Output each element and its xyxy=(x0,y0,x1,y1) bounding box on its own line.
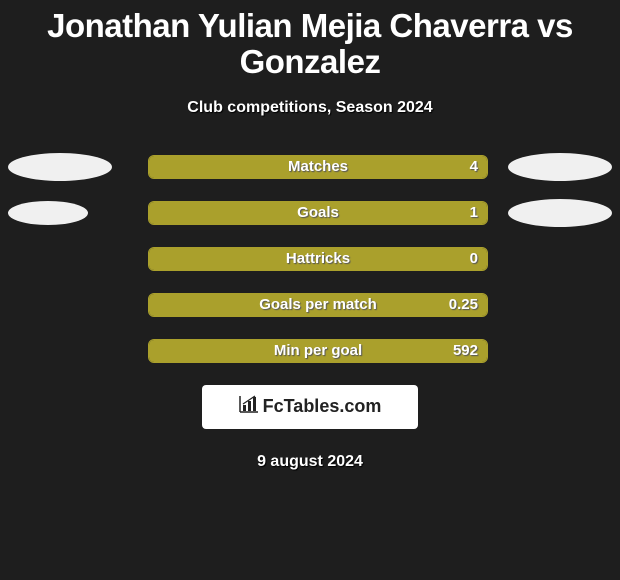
bar-fill xyxy=(149,340,487,362)
bar-fill xyxy=(149,294,487,316)
left-rank-ellipse xyxy=(8,153,112,181)
bar-track xyxy=(148,293,488,317)
bar-track xyxy=(148,155,488,179)
stat-row-hattricks: Hattricks 0 xyxy=(8,247,612,271)
stat-row-matches: Matches 4 xyxy=(8,155,612,179)
footer-date: 9 august 2024 xyxy=(0,453,620,471)
page-title: Jonathan Yulian Mejia Chaverra vs Gonzal… xyxy=(0,0,620,81)
stat-row-goals: Goals 1 xyxy=(8,201,612,225)
bar-track xyxy=(148,201,488,225)
logo-label: FcTables.com xyxy=(263,396,382,417)
right-rank-ellipse xyxy=(508,199,612,227)
bar-track xyxy=(148,339,488,363)
bar-fill xyxy=(149,202,487,224)
bar-chart-icon xyxy=(239,395,259,418)
stat-row-goals-per-match: Goals per match 0.25 xyxy=(8,293,612,317)
stats-area: Matches 4 Goals 1 Hattricks 0 Goals per … xyxy=(0,155,620,363)
infographic-container: Jonathan Yulian Mejia Chaverra vs Gonzal… xyxy=(0,0,620,580)
bar-fill xyxy=(149,248,487,270)
logo-box: FcTables.com xyxy=(202,385,418,429)
bar-fill xyxy=(149,156,487,178)
left-rank-ellipse xyxy=(8,201,88,225)
page-subtitle: Club competitions, Season 2024 xyxy=(0,99,620,117)
stat-row-min-per-goal: Min per goal 592 xyxy=(8,339,612,363)
logo-text: FcTables.com xyxy=(239,395,382,418)
right-rank-ellipse xyxy=(508,153,612,181)
bar-track xyxy=(148,247,488,271)
